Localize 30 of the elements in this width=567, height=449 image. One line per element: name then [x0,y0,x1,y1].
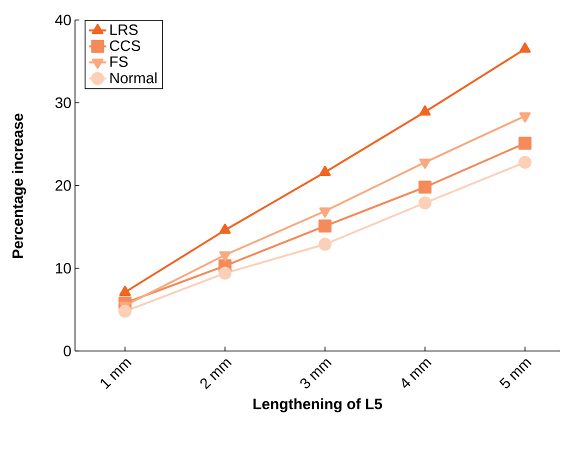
point [418,196,432,210]
point [118,304,132,318]
point [518,156,532,169]
y-tick-label: 30 [55,97,71,108]
point [519,42,531,53]
point [319,207,331,218]
x-tick-label: 2 mm [200,359,232,390]
legend-label: LRS [110,24,138,36]
y-tick-label: 10 [56,262,71,274]
legend-label: FS [110,56,128,67]
x-axis-title: Lengthening of L5 [254,398,382,412]
point [419,105,431,116]
y-tick-label: 40 [55,14,71,26]
x-tick-label: 4 mm [402,359,432,388]
y-tick-label: 20 [56,180,71,191]
x-tick-label: 3 mm [300,359,332,388]
point [219,224,231,234]
point [518,136,532,150]
legend-label: CCS [110,40,140,51]
point [318,220,332,233]
point [318,238,332,251]
point [319,166,331,176]
x-tick-label: 1 mm [100,359,132,389]
y-axis-title: Percentage increase [12,114,26,258]
point [418,180,432,194]
y-tick-label: 0 [64,346,71,356]
x-tick-label: 5 mm [499,359,532,388]
point [218,266,232,280]
legend-label: Normal [110,72,156,84]
point [219,251,231,262]
